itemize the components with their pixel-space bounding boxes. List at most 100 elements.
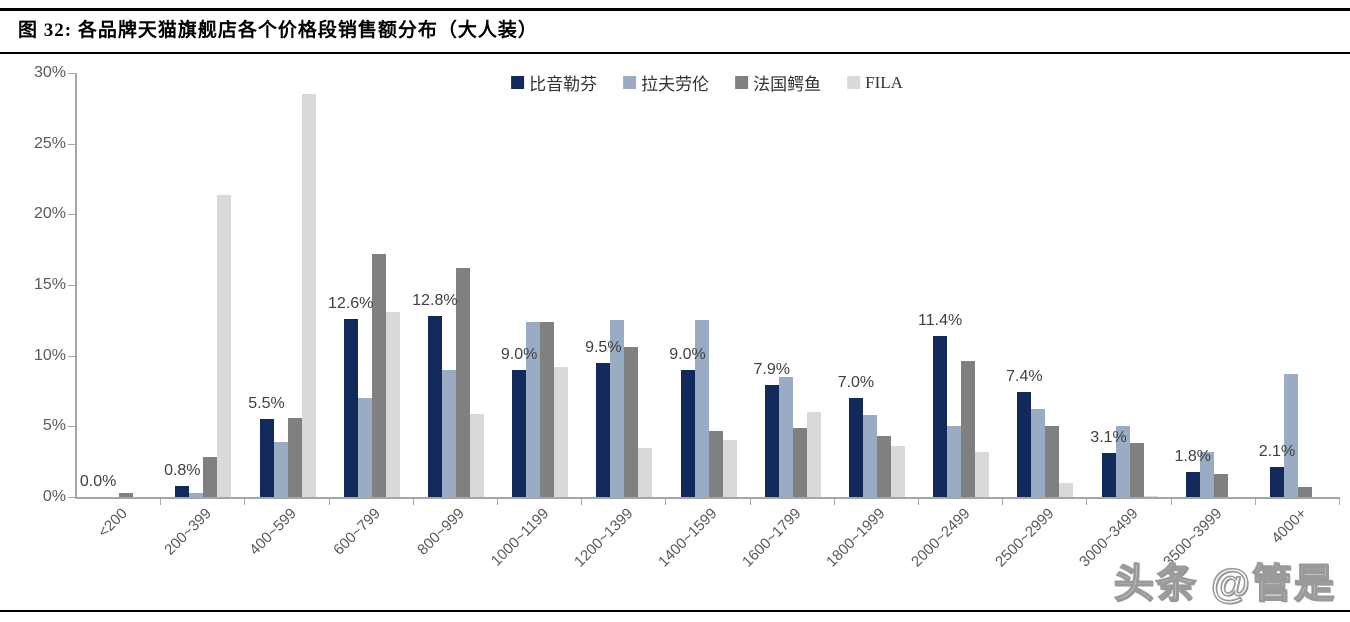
bar xyxy=(469,413,484,497)
bar xyxy=(610,320,625,497)
bar xyxy=(189,492,204,497)
bar xyxy=(1185,471,1200,497)
bar xyxy=(217,194,232,497)
chart-legend: 比音勒芬 拉夫劳伦 法国鳄鱼 FILA xyxy=(511,70,903,95)
data-label: 7.4% xyxy=(1006,368,1043,386)
data-label: 9.5% xyxy=(585,338,622,356)
bar xyxy=(554,366,569,497)
x-axis-label: 1600~1799 xyxy=(739,505,805,571)
bar xyxy=(890,446,905,497)
bar xyxy=(624,347,639,497)
y-tick-label: 0% xyxy=(42,488,66,505)
bar-cluster xyxy=(427,73,484,497)
bar xyxy=(1115,426,1130,497)
x-axis-label: 1400~1599 xyxy=(655,505,721,571)
bar-group: 12.6% 600~799 xyxy=(328,73,414,559)
x-axis-label: 800~999 xyxy=(414,505,468,559)
data-label: 7.0% xyxy=(837,374,875,392)
data-label: 12.6% xyxy=(328,294,374,312)
bar xyxy=(301,94,316,497)
x-axis-label: 1800~1999 xyxy=(823,505,889,571)
figure-title: 图 32: 各品牌天猫旗舰店各个价格段销售额分布（大人装） xyxy=(18,20,538,41)
bar-cluster xyxy=(175,73,232,497)
bar xyxy=(526,321,541,497)
bar-group: 3.1% 3000~3499 xyxy=(1076,73,1172,570)
bar xyxy=(694,320,709,497)
bar-cluster xyxy=(596,73,653,497)
bar-cluster xyxy=(848,73,905,497)
bar-cluster xyxy=(1017,73,1074,497)
bar xyxy=(792,427,807,497)
legend-label: 比音勒芬 xyxy=(529,75,598,94)
bar xyxy=(947,426,962,497)
bar-group: 9.0% 1000~1199 xyxy=(488,73,583,570)
x-tick-mark xyxy=(1254,497,1256,505)
legend-label: FILA xyxy=(865,72,903,92)
y-tick-label: 15% xyxy=(33,276,66,293)
bar-group: 0.8% 200~399 xyxy=(161,73,246,559)
bar xyxy=(975,451,990,497)
legend-item-4: FILA xyxy=(847,73,903,93)
legend-swatch xyxy=(847,76,861,89)
data-label: 7.9% xyxy=(753,361,790,379)
bar-cluster xyxy=(259,73,316,497)
legend-item-1: 比音勒芬 xyxy=(511,70,597,95)
legend-swatch xyxy=(623,76,637,89)
bar xyxy=(540,321,555,497)
bar xyxy=(273,441,288,497)
bar xyxy=(722,440,737,497)
x-tick-mark xyxy=(1002,497,1004,505)
y-tick-mark xyxy=(68,285,75,286)
x-tick-mark xyxy=(918,497,920,505)
legend-item-2: 拉夫劳伦 xyxy=(623,70,709,95)
bar-group: 11.4% 2000~2499 xyxy=(908,73,1004,570)
bar xyxy=(343,318,358,497)
bar-group: 12.8% 800~999 xyxy=(412,73,499,559)
bar-cluster xyxy=(1269,73,1326,497)
bar xyxy=(259,419,274,497)
y-tick-mark xyxy=(68,355,75,357)
bar xyxy=(1269,467,1284,497)
bar xyxy=(427,316,442,497)
bar xyxy=(1213,474,1228,497)
bar xyxy=(385,311,400,497)
x-axis-label: 400~599 xyxy=(245,505,300,559)
y-tick-mark xyxy=(68,214,75,216)
bar xyxy=(512,369,527,497)
bar-cluster xyxy=(91,73,147,497)
bar xyxy=(862,415,877,497)
bar xyxy=(203,457,218,497)
watermark: 头条 @管是 xyxy=(1113,561,1336,607)
x-tick-mark xyxy=(749,497,751,505)
data-label: 1.8% xyxy=(1174,447,1211,465)
bar xyxy=(596,362,611,497)
x-tick-mark xyxy=(160,497,162,505)
bar-group: 7.4% 2500~2999 xyxy=(992,73,1088,570)
legend-label: 法国鳄鱼 xyxy=(753,75,822,94)
bottom-rule xyxy=(0,610,1350,612)
plot-area: 0.0% <200 0.8% 200~399 5.5% 400~599 12.6% 600~7… xyxy=(75,73,1341,570)
bar xyxy=(708,430,723,497)
x-tick-mark xyxy=(328,497,330,505)
bar xyxy=(1143,495,1158,497)
title-divider xyxy=(0,52,1350,54)
data-label: 12.8% xyxy=(412,292,458,310)
y-tick-mark xyxy=(68,73,75,74)
x-tick-mark xyxy=(497,497,499,505)
bar xyxy=(455,268,470,497)
bar xyxy=(1059,482,1074,497)
bar-group: 7.9% 1600~1799 xyxy=(739,73,835,570)
bar-cluster xyxy=(1185,73,1242,497)
bar xyxy=(1017,392,1032,497)
bar xyxy=(806,412,821,497)
data-label: 2.1% xyxy=(1258,443,1296,461)
bar xyxy=(371,253,386,497)
data-label: 0.8% xyxy=(164,461,201,479)
data-label: 3.1% xyxy=(1090,429,1127,447)
bar xyxy=(961,361,976,497)
bar-cluster xyxy=(933,73,990,497)
x-tick-mark xyxy=(833,497,835,505)
bar xyxy=(119,492,134,497)
bar xyxy=(1045,426,1060,497)
x-axis-label: 200~399 xyxy=(161,505,216,559)
